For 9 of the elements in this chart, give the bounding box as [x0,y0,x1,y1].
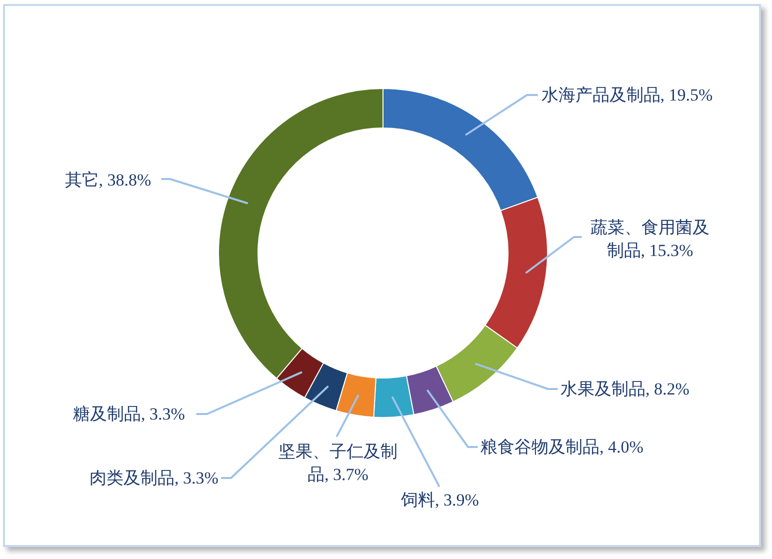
slice-label: 蔬菜、食用菌及制品, 15.3% [590,217,710,262]
slice-label: 水果及制品, 8.2% [560,378,690,400]
slice-label: 饲料, 3.9% [401,490,479,512]
slice-label: 肉类及制品, 3.3% [90,468,218,490]
slice-label: 其它, 38.8% [64,170,152,192]
slice-label: 糖及制品, 3.3% [73,404,185,426]
slice-label: 水海产品及制品, 19.5% [541,84,713,106]
slice-label: 坚果、子仁及制品, 3.7% [278,441,398,486]
slice-label: 粮食谷物及制品, 4.0% [480,436,644,458]
